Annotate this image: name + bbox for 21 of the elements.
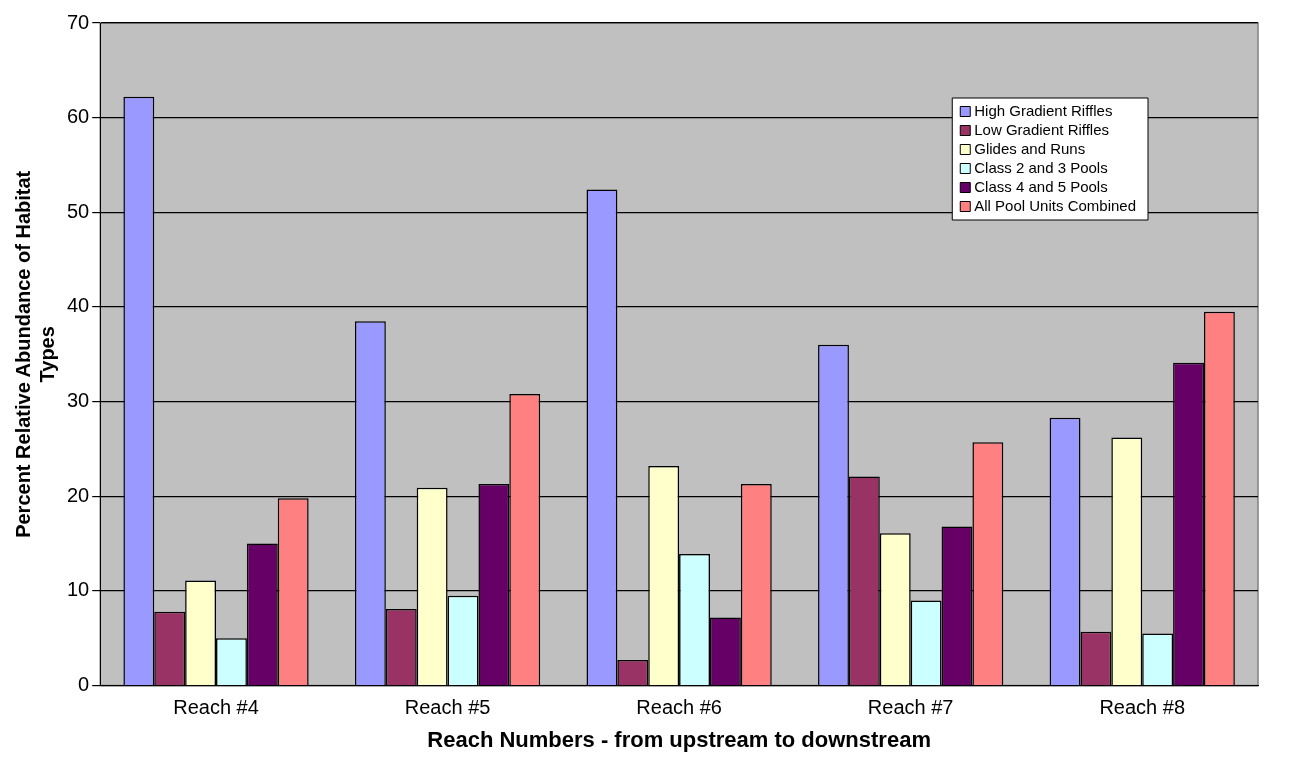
x-axis-title: Reach Numbers - from upstream to downstream <box>427 726 931 752</box>
y-tick-label: 40 <box>67 294 90 317</box>
y-tick-label: 20 <box>67 483 90 506</box>
y-axis-title: Percent Relative Abundance of Habitat Types <box>11 170 58 538</box>
y-tick-label: 60 <box>67 105 90 128</box>
y-tick-label: 70 <box>67 10 90 33</box>
legend-label: Class 4 and 5 Pools <box>974 177 1108 195</box>
y-tick-label: 10 <box>67 578 90 601</box>
x-tick-label: Reach #7 <box>867 696 954 719</box>
y-tick-label: 50 <box>67 199 90 222</box>
x-tick-label: Reach #8 <box>1099 696 1186 719</box>
y-tick-label: 0 <box>78 673 90 696</box>
legend-label: High Gradient Riffles <box>974 101 1113 119</box>
y-tick-label: 30 <box>67 389 90 412</box>
legend-label: Low Gradient Riffles <box>974 120 1110 138</box>
x-tick-label: Reach #5 <box>404 696 491 719</box>
legend-label: All Pool Units Combined <box>974 196 1137 214</box>
x-tick-label: Reach #4 <box>173 696 259 719</box>
x-tick-label: Reach #6 <box>636 696 722 719</box>
legend-label: Glides and Runs <box>974 139 1086 157</box>
legend-label: Class 2 and 3 Pools <box>974 158 1108 176</box>
